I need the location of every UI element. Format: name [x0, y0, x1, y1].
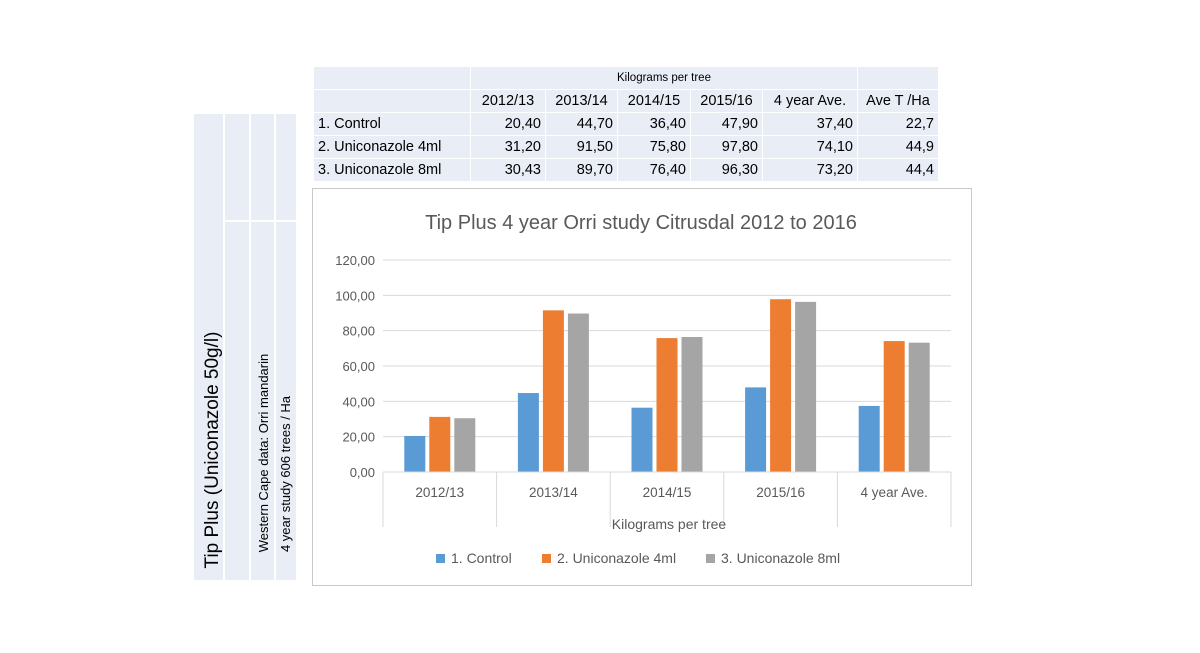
side-strip-top: [251, 114, 274, 220]
bar: [567, 313, 589, 472]
product-label: Tip Plus (Uniconazole 50g/l): [202, 331, 223, 569]
table-cell: 36,40: [618, 113, 690, 135]
y-tick-label: 60,00: [342, 359, 375, 374]
table-cell: 47,90: [691, 113, 762, 135]
bar: [770, 299, 792, 472]
table-cell: 97,80: [691, 136, 762, 158]
side-strip-bottom: [251, 222, 274, 580]
table-column-header: 2015/16: [691, 90, 762, 112]
table-row-label: 2. Uniconazole 4ml: [314, 136, 470, 158]
table-column-header: 2013/14: [546, 90, 617, 112]
bar: [631, 407, 653, 472]
x-tick-label: 2013/14: [529, 485, 578, 500]
x-tick-label: 2015/16: [756, 485, 805, 500]
bar: [883, 341, 905, 472]
table-cell: 31,20: [471, 136, 545, 158]
table-row: 2. Uniconazole 4ml 31,20 91,50 75,80 97,…: [314, 136, 938, 158]
bar: [745, 387, 767, 472]
legend-label: 3. Uniconazole 8ml: [721, 550, 840, 566]
product-label-strip: [194, 114, 223, 580]
table-cell: 37,40: [763, 113, 857, 135]
table-column-header: Ave T /Ha: [858, 90, 938, 112]
table-corner-cell: [314, 67, 470, 89]
legend-label: 1. Control: [451, 550, 512, 566]
bar: [795, 301, 817, 472]
x-tick-label: 4 year Ave.: [861, 485, 928, 500]
table-cell: 22,7: [858, 113, 938, 135]
chart-canvas: Tip Plus 4 year Orri study Citrusdal 201…: [335, 212, 952, 566]
table-row: 1. Control 20,40 44,70 36,40 47,90 37,40…: [314, 113, 938, 135]
chart-legend: 1. Control 2. Uniconazole 4ml 3. Uniconazo…: [436, 550, 840, 566]
bar-chart: Tip Plus 4 year Orri study Citrusdal 201…: [312, 188, 972, 586]
x-tick-label: 2014/15: [643, 485, 692, 500]
data-table: Kilograms per tree 2012/13 2013/14 2014/…: [313, 66, 939, 182]
table-column-header: 4 year Ave.: [763, 90, 857, 112]
y-axis-ticks: 0,00 20,00 40,00 60,00 80,00 100,00 120,00: [335, 253, 375, 480]
region-label: Western Cape data: Orri mandarin: [256, 353, 271, 553]
bar: [404, 435, 426, 472]
table-row: 3. Uniconazole 8ml 30,43 89,70 76,40 96,…: [314, 159, 938, 181]
table-cell: 91,50: [546, 136, 617, 158]
side-strip-bottom: [225, 222, 249, 580]
y-tick-label: 20,00: [342, 430, 375, 445]
table-column-header: 2012/13: [471, 90, 545, 112]
table-cell: 30,43: [471, 159, 545, 181]
y-tick-label: 100,00: [335, 288, 375, 303]
table-cell: 44,70: [546, 113, 617, 135]
table-cell: 73,20: [763, 159, 857, 181]
bar: [681, 337, 703, 472]
table-cell: 75,80: [618, 136, 690, 158]
legend-swatch: [436, 554, 445, 563]
legend-swatch: [542, 554, 551, 563]
table-row-label: 1. Control: [314, 113, 470, 135]
table-cell: 89,70: [546, 159, 617, 181]
bar: [517, 393, 539, 472]
x-axis-ticks: 2012/13 2013/14 2014/15 2015/16 4 year Ave.: [382, 471, 952, 527]
y-tick-label: 40,00: [342, 394, 375, 409]
bar: [858, 405, 880, 472]
x-axis-label: Kilograms per tree: [612, 516, 727, 532]
table-cell: 44,4: [858, 159, 938, 181]
legend-swatch: [706, 554, 715, 563]
table-cell: 44,9: [858, 136, 938, 158]
side-strip-bottom: [276, 222, 296, 580]
bar: [542, 310, 564, 472]
study-label: 4 year study 606 trees / Ha: [278, 395, 293, 553]
bar: [429, 416, 451, 472]
table-header-spacer: [858, 67, 938, 89]
table-column-header: 2014/15: [618, 90, 690, 112]
table-group-header: Kilograms per tree: [471, 67, 857, 89]
table-cell: 96,30: [691, 159, 762, 181]
x-tick-label: 2012/13: [415, 485, 464, 500]
legend-label: 2. Uniconazole 4ml: [557, 550, 676, 566]
bar: [454, 418, 476, 472]
bar: [908, 342, 930, 472]
chart-title: Tip Plus 4 year Orri study Citrusdal 201…: [425, 212, 857, 234]
table-cell: 74,10: [763, 136, 857, 158]
y-tick-label: 80,00: [342, 324, 375, 339]
table-header-row: 2012/13 2013/14 2014/15 2015/16 4 year A…: [314, 90, 938, 112]
side-strip-top: [276, 114, 296, 220]
side-strip-top: [225, 114, 249, 220]
table-group-header-row: Kilograms per tree: [314, 67, 938, 89]
y-tick-label: 0,00: [350, 465, 375, 480]
table-cell: 76,40: [618, 159, 690, 181]
bar: [656, 338, 678, 472]
table-cell: 20,40: [471, 113, 545, 135]
y-tick-label: 120,00: [335, 253, 375, 268]
chart-bars: [404, 299, 930, 472]
table-row-label: 3. Uniconazole 8ml: [314, 159, 470, 181]
table-header-empty: [314, 90, 470, 112]
